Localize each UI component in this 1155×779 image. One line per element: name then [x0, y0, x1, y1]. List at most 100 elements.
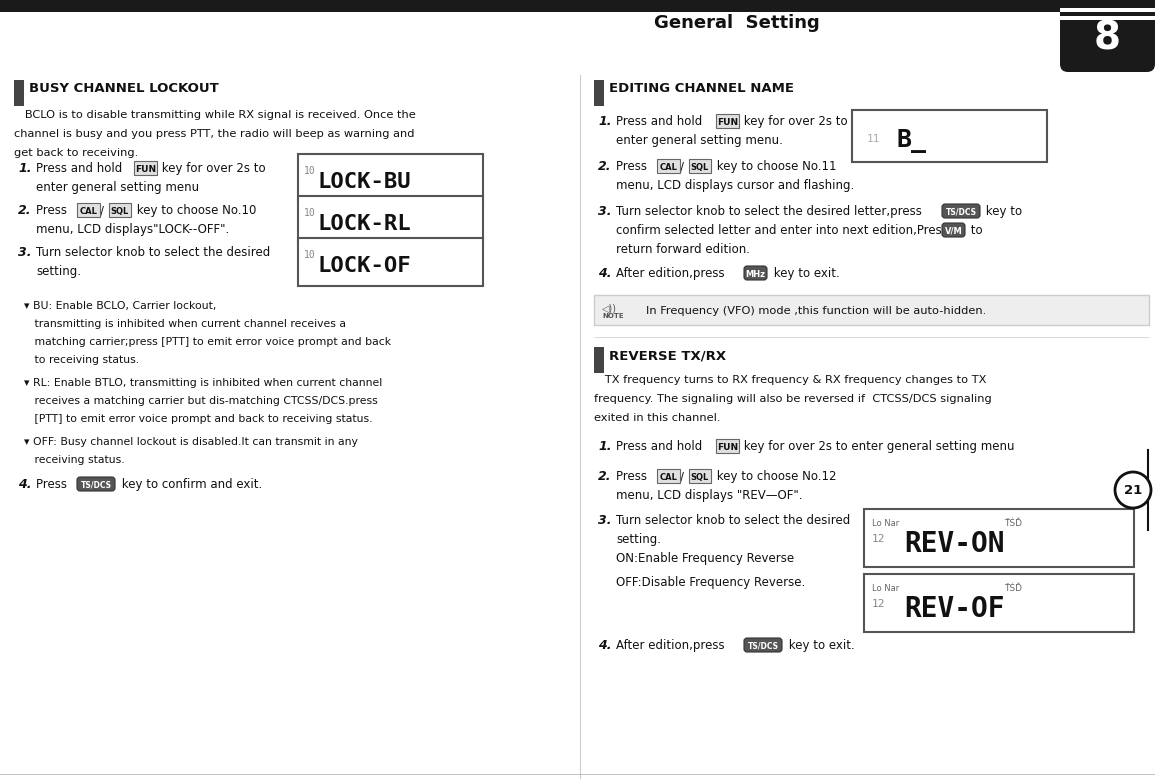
- Text: TS/DCS: TS/DCS: [81, 481, 112, 489]
- FancyBboxPatch shape: [594, 80, 604, 106]
- Text: ▾ BU: Enable BCLO, Carrier lockout,: ▾ BU: Enable BCLO, Carrier lockout,: [24, 301, 216, 311]
- Text: setting.: setting.: [36, 265, 81, 278]
- Text: Press and hold: Press and hold: [36, 162, 126, 175]
- Text: Press and hold: Press and hold: [616, 115, 706, 128]
- FancyBboxPatch shape: [298, 154, 483, 202]
- Text: channel is busy and you press PTT, the radio will beep as warning and: channel is busy and you press PTT, the r…: [14, 129, 415, 139]
- Text: 3.: 3.: [598, 514, 611, 527]
- Text: 4.: 4.: [598, 267, 611, 280]
- Text: TS/DCS: TS/DCS: [946, 207, 976, 217]
- Text: /: /: [680, 160, 685, 173]
- Text: CAL: CAL: [660, 163, 677, 171]
- Text: B_: B_: [897, 129, 927, 153]
- Text: key to exit.: key to exit.: [785, 639, 855, 652]
- FancyBboxPatch shape: [716, 114, 738, 128]
- Text: key to choose No.12: key to choose No.12: [713, 470, 836, 483]
- Text: Press: Press: [36, 204, 70, 217]
- FancyBboxPatch shape: [864, 509, 1134, 567]
- Text: 2.: 2.: [598, 160, 611, 173]
- FancyBboxPatch shape: [657, 159, 679, 173]
- Text: ŤŚĎ: ŤŚĎ: [1004, 584, 1022, 593]
- Text: to receiving status.: to receiving status.: [24, 355, 139, 365]
- Text: Turn selector knob to select the desired letter,press: Turn selector knob to select the desired…: [616, 205, 925, 218]
- Text: setting.: setting.: [616, 533, 661, 546]
- Text: enter general setting menu: enter general setting menu: [36, 181, 199, 194]
- Text: NOTE: NOTE: [602, 313, 624, 319]
- Text: transmitting is inhibited when current channel receives a: transmitting is inhibited when current c…: [24, 319, 346, 329]
- Text: REV-OF: REV-OF: [904, 595, 1005, 622]
- FancyBboxPatch shape: [688, 159, 711, 173]
- Text: FUN: FUN: [135, 164, 156, 174]
- Text: 10: 10: [304, 166, 315, 176]
- Text: 2.: 2.: [18, 204, 31, 217]
- FancyBboxPatch shape: [77, 477, 116, 491]
- Text: Press: Press: [616, 470, 650, 483]
- Text: ◁)): ◁)): [602, 303, 617, 313]
- Text: General  Setting: General Setting: [654, 14, 820, 32]
- Text: 10: 10: [304, 250, 315, 260]
- Text: key for over 2s to: key for over 2s to: [740, 115, 848, 128]
- FancyBboxPatch shape: [1060, 8, 1155, 12]
- Text: 11: 11: [867, 134, 880, 143]
- Text: REVERSE TX/RX: REVERSE TX/RX: [609, 349, 726, 362]
- Text: Lo Nar: Lo Nar: [872, 584, 900, 593]
- FancyBboxPatch shape: [14, 80, 24, 106]
- Text: LOCK-BU: LOCK-BU: [318, 172, 411, 192]
- Text: 2.: 2.: [598, 470, 611, 483]
- Text: matching carrier;press [PTT] to emit error voice prompt and back: matching carrier;press [PTT] to emit err…: [24, 337, 392, 347]
- Text: EDITING CHANNEL NAME: EDITING CHANNEL NAME: [609, 82, 793, 95]
- Text: menu, LCD displays"LOCK--OFF".: menu, LCD displays"LOCK--OFF".: [36, 223, 229, 236]
- Text: key to exit.: key to exit.: [770, 267, 840, 280]
- FancyBboxPatch shape: [134, 161, 156, 175]
- Text: FUN: FUN: [717, 118, 738, 126]
- Text: return forward edition.: return forward edition.: [616, 243, 750, 256]
- Text: TX frequency turns to RX frequency & RX frequency changes to TX: TX frequency turns to RX frequency & RX …: [594, 375, 986, 385]
- FancyBboxPatch shape: [298, 238, 483, 286]
- Circle shape: [1115, 472, 1152, 508]
- Text: 4.: 4.: [598, 639, 611, 652]
- FancyBboxPatch shape: [716, 439, 738, 453]
- Text: key to: key to: [982, 205, 1022, 218]
- FancyBboxPatch shape: [657, 469, 679, 483]
- Text: CAL: CAL: [80, 206, 97, 216]
- FancyBboxPatch shape: [1060, 0, 1155, 72]
- Text: After edition,press: After edition,press: [616, 267, 729, 280]
- FancyBboxPatch shape: [942, 204, 979, 218]
- Text: key to choose No.10: key to choose No.10: [133, 204, 256, 217]
- FancyBboxPatch shape: [744, 638, 782, 652]
- Text: confirm selected letter and enter into next edition,Press: confirm selected letter and enter into n…: [616, 224, 952, 237]
- FancyBboxPatch shape: [0, 0, 1155, 7]
- Text: 1.: 1.: [18, 162, 31, 175]
- Text: After edition,press: After edition,press: [616, 639, 729, 652]
- Text: REV-ON: REV-ON: [904, 530, 1005, 558]
- Text: receiving status.: receiving status.: [24, 455, 125, 465]
- Text: ON:Enable Frequency Reverse: ON:Enable Frequency Reverse: [616, 552, 795, 565]
- Text: 8: 8: [1094, 19, 1120, 57]
- FancyBboxPatch shape: [852, 110, 1046, 162]
- Text: exited in this channel.: exited in this channel.: [594, 413, 721, 423]
- Text: 3.: 3.: [18, 246, 31, 259]
- Text: Press: Press: [36, 478, 70, 491]
- Text: ▾ OFF: Busy channel lockout is disabled.It can transmit in any: ▾ OFF: Busy channel lockout is disabled.…: [24, 437, 358, 447]
- Text: 1.: 1.: [598, 115, 611, 128]
- FancyBboxPatch shape: [0, 7, 1060, 12]
- Text: Press: Press: [616, 160, 650, 173]
- Text: SQL: SQL: [691, 163, 709, 171]
- Text: ▾ RL: Enable BTLO, transmitting is inhibited when current channel: ▾ RL: Enable BTLO, transmitting is inhib…: [24, 378, 382, 388]
- FancyBboxPatch shape: [77, 203, 99, 217]
- Text: key to confirm and exit.: key to confirm and exit.: [118, 478, 262, 491]
- FancyBboxPatch shape: [594, 295, 1149, 325]
- Text: BCLO is to disable transmitting while RX signal is received. Once the: BCLO is to disable transmitting while RX…: [14, 110, 416, 120]
- Text: 4.: 4.: [18, 478, 31, 491]
- Text: key for over 2s to enter general setting menu: key for over 2s to enter general setting…: [740, 440, 1015, 453]
- Text: menu, LCD displays "REV—OF".: menu, LCD displays "REV—OF".: [616, 489, 803, 502]
- FancyBboxPatch shape: [1060, 16, 1155, 20]
- Text: MHz: MHz: [745, 270, 766, 279]
- Text: 3.: 3.: [598, 205, 611, 218]
- Text: CAL: CAL: [660, 473, 677, 481]
- FancyBboxPatch shape: [109, 203, 131, 217]
- Text: 12: 12: [872, 534, 886, 545]
- Text: key to choose No.11: key to choose No.11: [713, 160, 836, 173]
- Text: OFF:Disable Frequency Reverse.: OFF:Disable Frequency Reverse.: [616, 576, 805, 589]
- Text: [PTT] to emit error voice prompt and back to receiving status.: [PTT] to emit error voice prompt and bac…: [24, 414, 373, 424]
